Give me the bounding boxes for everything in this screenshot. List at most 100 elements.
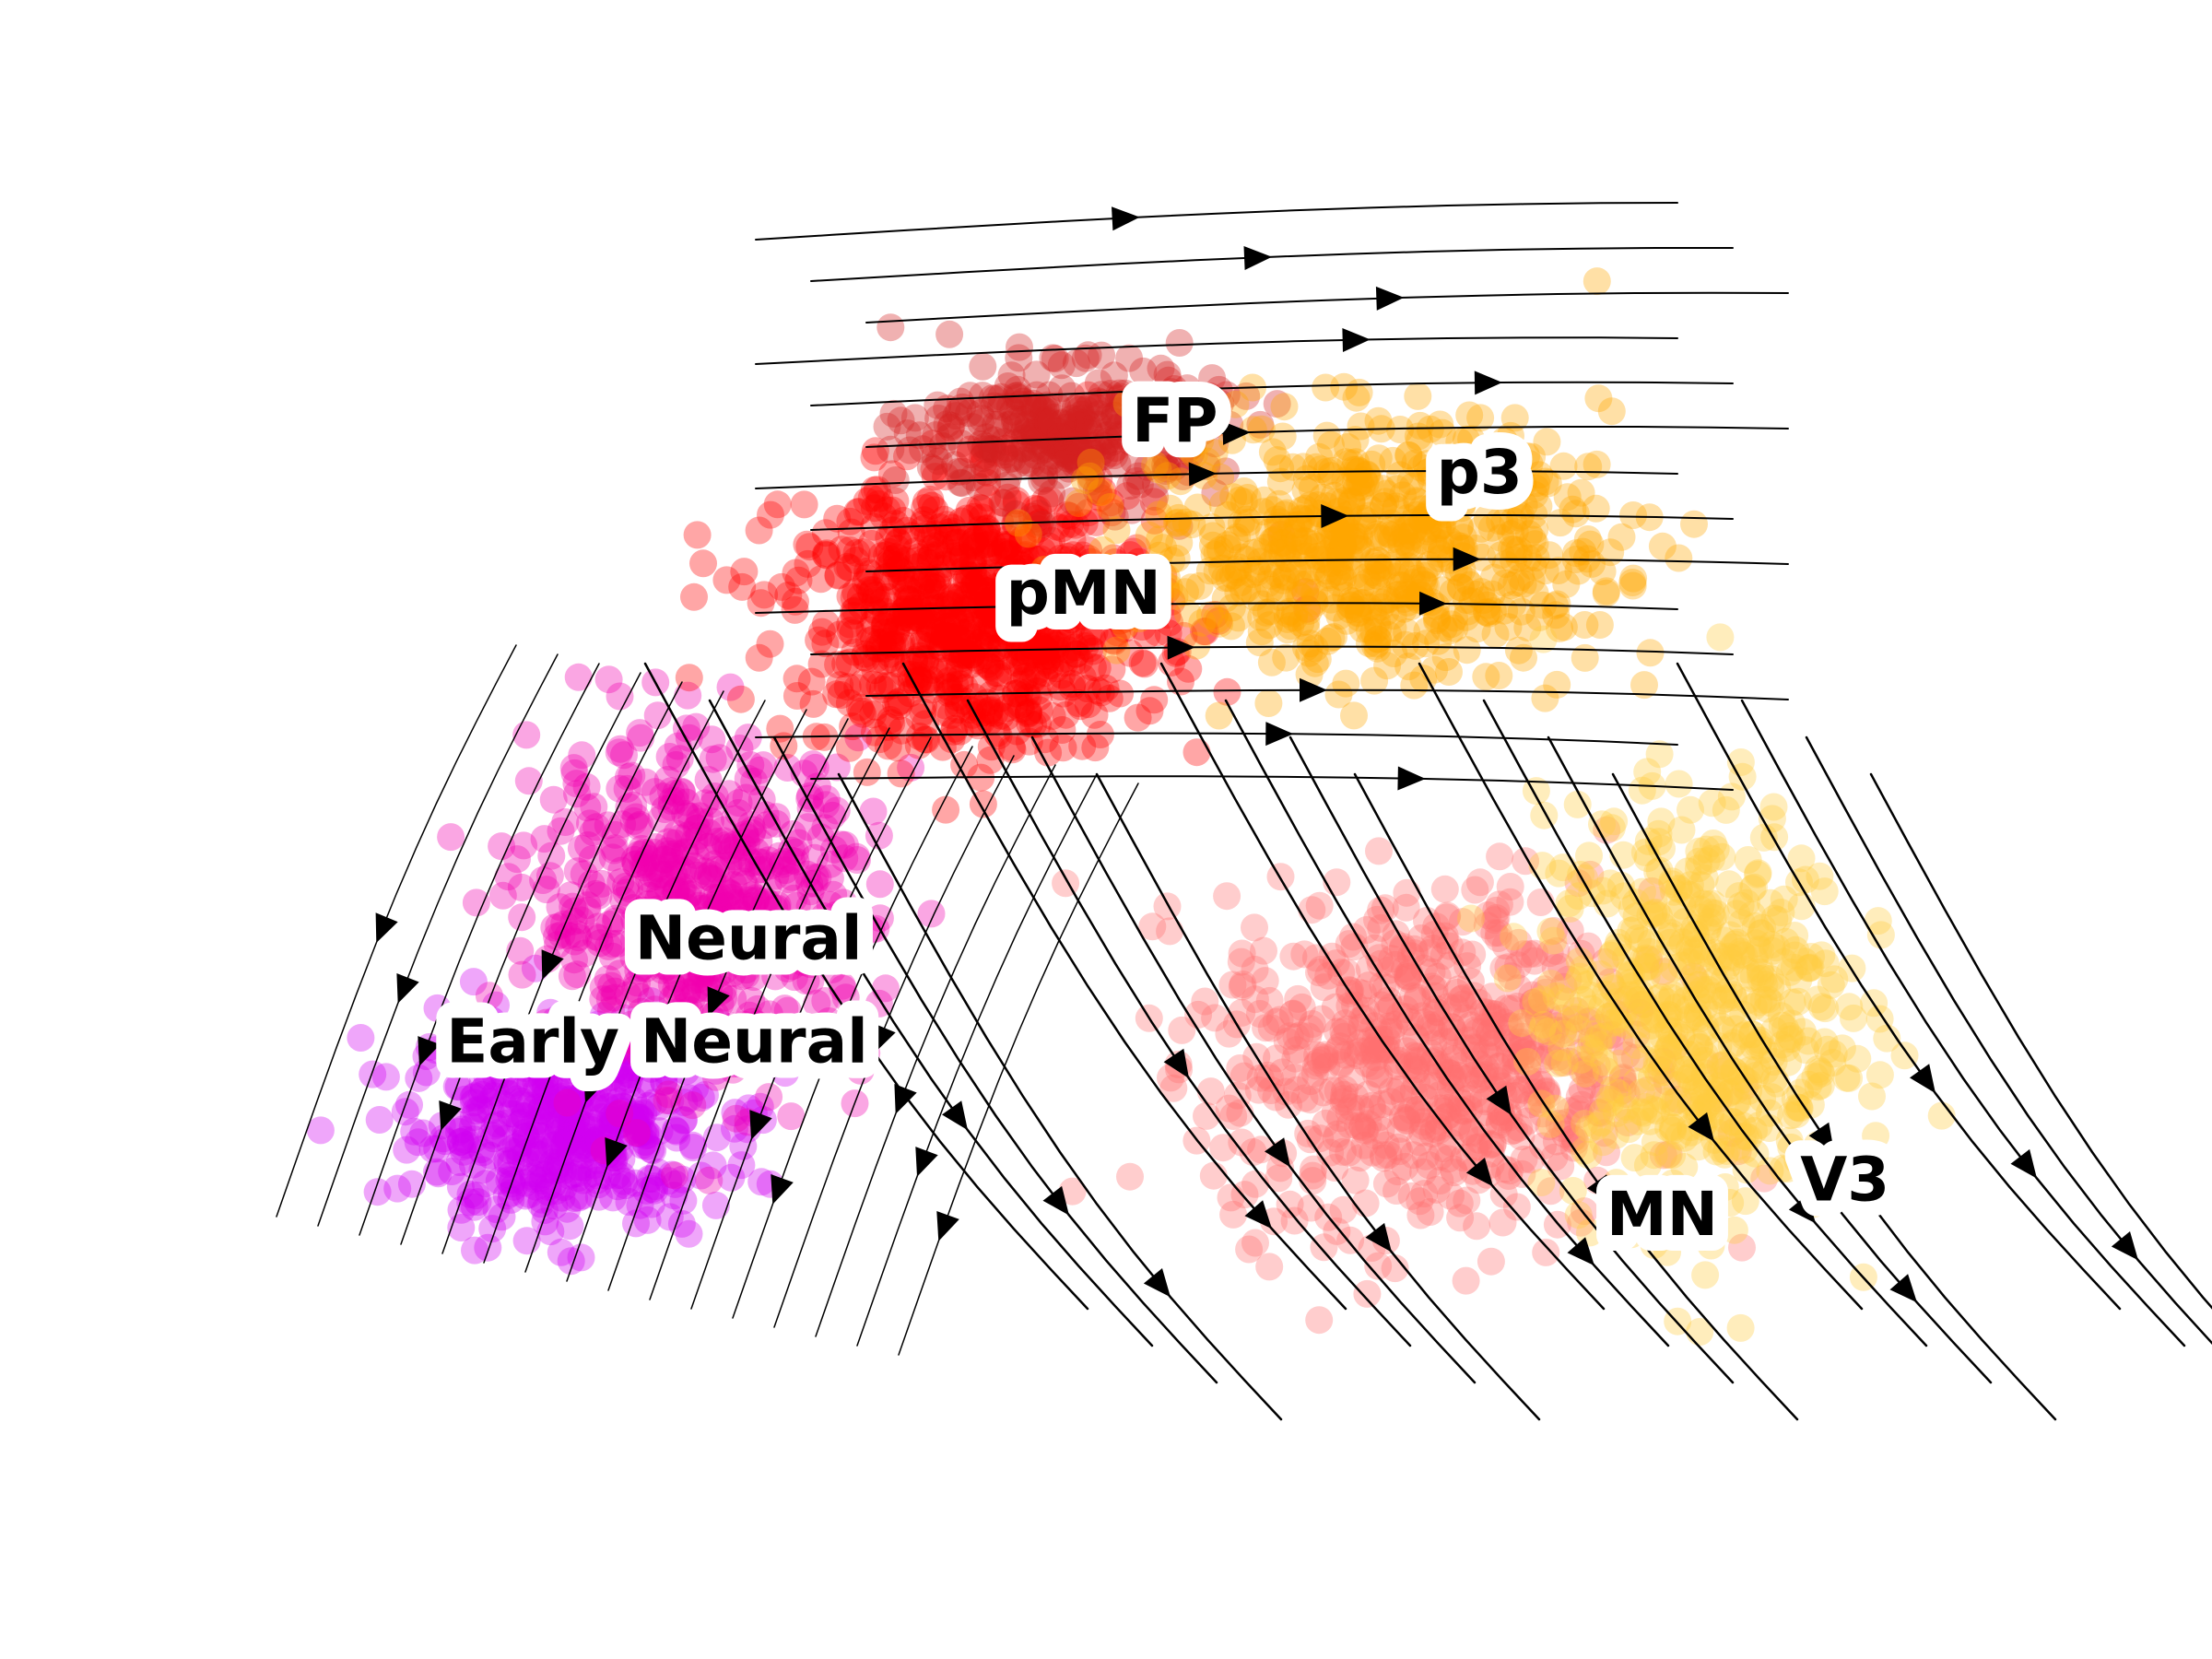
scatter-point: [688, 960, 715, 989]
scatter-point: [959, 709, 988, 737]
scatter-point: [577, 1159, 606, 1188]
scatter-point: [1001, 649, 1030, 677]
scatter-point: [1103, 450, 1132, 478]
scatter-point: [1840, 1004, 1867, 1032]
scatter-point: [535, 1156, 563, 1184]
scatter-point: [581, 1110, 609, 1137]
scatter-point: [982, 659, 1009, 687]
scatter-point: [555, 1125, 583, 1154]
scatter-point: [612, 872, 641, 900]
scatter-point: [661, 878, 689, 907]
scatter-point: [957, 651, 985, 679]
streamline-arrowhead: [2010, 1148, 2037, 1179]
scatter-point: [953, 641, 981, 669]
scatter-point: [860, 607, 888, 636]
scatter-point: [1796, 1090, 1825, 1119]
scatter-point: [806, 823, 835, 852]
scatter-point: [943, 683, 971, 712]
scatter-point: [750, 581, 779, 609]
scatter-point: [493, 1147, 522, 1175]
scatter-point: [878, 460, 906, 488]
scatter-point: [1719, 981, 1747, 1009]
scatter-point: [1760, 1065, 1789, 1093]
scatter-point: [1078, 637, 1107, 665]
scatter-point: [937, 700, 965, 729]
scatter-point: [1050, 564, 1078, 593]
scatter-point: [627, 997, 655, 1026]
scatter-point: [647, 1050, 676, 1078]
scatter-point: [928, 592, 957, 620]
scatter-point: [965, 646, 994, 675]
scatter-point: [1061, 633, 1089, 662]
scatter-point: [543, 1152, 571, 1181]
scatter-point: [1058, 673, 1086, 701]
scatter-point: [1463, 1212, 1491, 1241]
scatter-point: [552, 1124, 581, 1153]
scatter-point: [898, 606, 926, 635]
scatter-point: [543, 923, 571, 951]
scatter-point: [462, 888, 490, 917]
scatter-point: [496, 1136, 524, 1165]
scatter-point: [847, 592, 876, 620]
scatter-point: [1306, 1046, 1335, 1075]
scatter-point: [933, 522, 961, 550]
scatter-point: [622, 1119, 651, 1147]
streamline-arrowhead: [1375, 286, 1405, 311]
scatter-point: [601, 977, 629, 1006]
scatter-point: [1057, 606, 1086, 634]
scatter-point: [941, 529, 970, 558]
scatter-point: [831, 983, 860, 1012]
scatter-point: [1228, 972, 1256, 1001]
scatter-point: [1074, 381, 1102, 409]
scatter-point: [621, 1107, 650, 1135]
scatter-point: [621, 850, 650, 878]
scatter-point: [618, 1106, 646, 1135]
scatter-point: [653, 837, 681, 865]
scatter-point: [935, 673, 963, 701]
scatter-point: [627, 1105, 655, 1134]
scatter-point: [586, 929, 615, 958]
scatter-point: [1140, 686, 1169, 714]
scatter-point: [519, 1165, 547, 1193]
scatter-point: [629, 1100, 658, 1128]
scatter-point: [827, 681, 855, 709]
scatter-point: [1124, 703, 1152, 732]
scatter-point: [870, 612, 899, 641]
scatter-point: [676, 996, 704, 1025]
scatter-point: [904, 604, 932, 632]
scatter-point: [682, 712, 711, 741]
scatter-point: [1330, 1085, 1359, 1113]
scatter-point: [578, 1042, 606, 1070]
scatter-point: [528, 1067, 557, 1096]
scatter-point: [554, 1076, 582, 1104]
scatter-point: [953, 618, 982, 647]
scatter-point: [983, 561, 1012, 590]
scatter-point: [1199, 1161, 1228, 1190]
scatter-point: [619, 1022, 647, 1050]
scatter-point: [557, 881, 585, 910]
scatter-point: [634, 1069, 663, 1098]
scatter-point: [1247, 415, 1276, 443]
scatter-point: [970, 450, 997, 478]
scatter-point: [968, 495, 996, 523]
scatter-point: [644, 1159, 673, 1186]
scatter-point: [1563, 790, 1592, 818]
scatter-point: [800, 843, 829, 872]
scatter-point: [1075, 618, 1103, 647]
scatter-point: [695, 832, 724, 861]
scatter-point: [661, 939, 689, 967]
scatter-point: [459, 968, 488, 996]
scatter-point: [701, 1063, 730, 1091]
scatter-point: [836, 554, 865, 582]
scatter-point: [807, 618, 836, 646]
scatter-point: [482, 991, 510, 1019]
scatter-point: [906, 641, 935, 670]
scatter-point: [594, 665, 623, 694]
scatter-point: [701, 1191, 730, 1219]
scatter-point: [675, 880, 703, 909]
scatter-point: [643, 854, 672, 882]
scatter-point: [596, 1063, 625, 1091]
scatter-point: [867, 542, 896, 571]
scatter-point: [512, 721, 541, 749]
scatter-point: [698, 725, 726, 754]
